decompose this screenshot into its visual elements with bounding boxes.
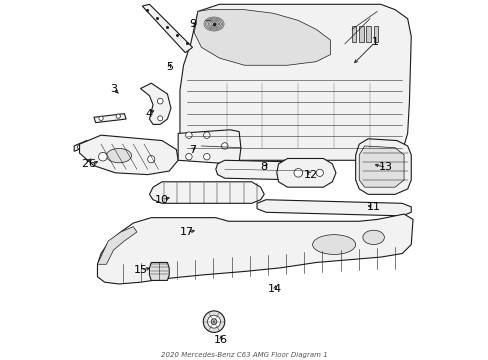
Polygon shape	[80, 135, 178, 175]
Bar	[366, 26, 370, 42]
Text: 1: 1	[371, 37, 378, 47]
Polygon shape	[178, 130, 241, 164]
Circle shape	[116, 114, 120, 118]
Text: 9: 9	[188, 19, 196, 29]
Circle shape	[158, 116, 163, 121]
Text: 17: 17	[180, 227, 194, 237]
Ellipse shape	[362, 230, 384, 244]
Polygon shape	[355, 139, 410, 194]
Text: 13: 13	[378, 162, 392, 172]
Ellipse shape	[106, 148, 131, 163]
Text: 8: 8	[260, 162, 267, 172]
Text: 16: 16	[214, 334, 228, 345]
Text: 4: 4	[145, 109, 153, 119]
Polygon shape	[257, 200, 410, 216]
Polygon shape	[74, 140, 121, 153]
Polygon shape	[140, 83, 171, 125]
Circle shape	[221, 143, 227, 149]
Text: 3: 3	[110, 84, 117, 94]
Ellipse shape	[312, 235, 355, 255]
Circle shape	[157, 98, 163, 104]
Polygon shape	[192, 218, 217, 241]
Text: 12: 12	[303, 170, 317, 180]
Circle shape	[203, 153, 210, 160]
Text: 10: 10	[155, 195, 169, 205]
Circle shape	[211, 319, 217, 324]
Polygon shape	[142, 4, 192, 53]
Text: 6: 6	[88, 159, 95, 169]
Circle shape	[185, 132, 192, 138]
Text: 11: 11	[366, 202, 380, 212]
Polygon shape	[94, 114, 126, 123]
Circle shape	[203, 132, 210, 138]
Polygon shape	[97, 214, 412, 284]
Polygon shape	[194, 10, 330, 65]
Polygon shape	[149, 262, 169, 280]
Circle shape	[202, 225, 208, 231]
Circle shape	[147, 156, 155, 163]
Polygon shape	[276, 158, 335, 187]
Text: 2: 2	[81, 159, 88, 169]
Polygon shape	[359, 146, 403, 187]
Circle shape	[77, 145, 81, 149]
Circle shape	[111, 145, 116, 149]
Polygon shape	[97, 226, 137, 264]
Text: 5: 5	[165, 62, 172, 72]
Circle shape	[316, 169, 323, 176]
Bar	[359, 26, 363, 42]
Circle shape	[95, 145, 100, 149]
Polygon shape	[180, 4, 410, 160]
Text: 7: 7	[188, 144, 196, 154]
Text: 2020 Mercedes-Benz C63 AMG Floor Diagram 1: 2020 Mercedes-Benz C63 AMG Floor Diagram…	[161, 352, 327, 358]
Polygon shape	[215, 160, 312, 180]
Text: 15: 15	[133, 265, 147, 275]
Polygon shape	[149, 182, 264, 203]
Circle shape	[203, 311, 224, 332]
Bar	[351, 26, 356, 42]
Circle shape	[99, 116, 103, 121]
Circle shape	[99, 152, 107, 161]
Circle shape	[207, 315, 220, 328]
Text: 14: 14	[267, 284, 282, 294]
Bar	[373, 26, 377, 42]
Circle shape	[293, 168, 302, 177]
Circle shape	[185, 153, 192, 160]
